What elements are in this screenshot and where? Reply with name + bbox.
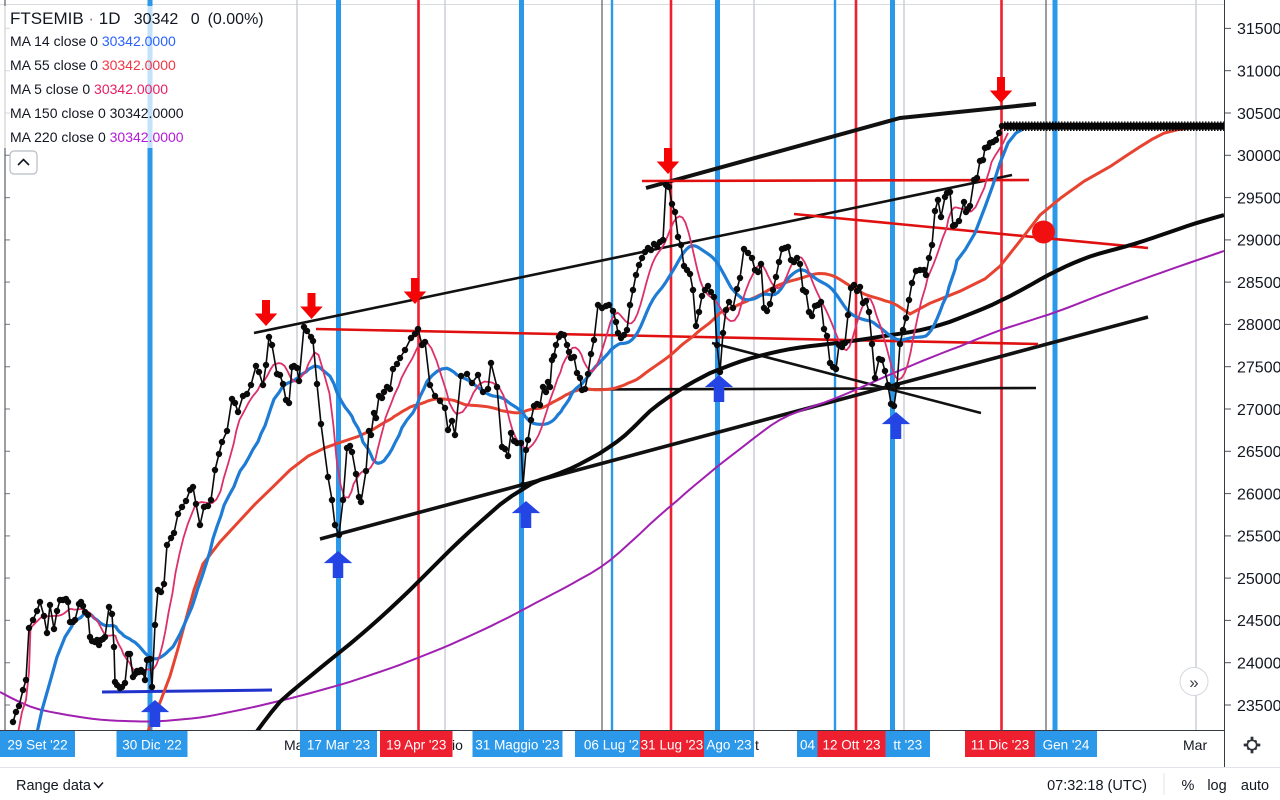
svg-text:28500: 28500 [1237,275,1280,292]
svg-text:Range data: Range data [16,778,92,794]
svg-text:07:32:18 (UTC): 07:32:18 (UTC) [1047,778,1147,794]
svg-text:tt '23: tt '23 [893,738,922,753]
svg-text:log: log [1207,778,1226,794]
svg-text:Mar: Mar [1183,737,1207,753]
svg-text:11 Dic '23: 11 Dic '23 [971,738,1030,753]
svg-text:27000: 27000 [1237,402,1280,419]
svg-text:MA 55 close 0 30342.0000: MA 55 close 0 30342.0000 [10,57,176,73]
svg-text:31000: 31000 [1237,64,1280,81]
svg-text:Ago '23: Ago '23 [706,738,751,753]
svg-text:29000: 29000 [1237,233,1280,250]
svg-text:23500: 23500 [1237,698,1280,715]
svg-text:MA 220 close 0 30342.0000: MA 220 close 0 30342.0000 [10,129,184,145]
svg-text:31500: 31500 [1237,21,1280,38]
svg-text:26000: 26000 [1237,486,1280,503]
svg-text:Ma: Ma [284,737,304,753]
svg-text:25000: 25000 [1237,571,1280,588]
svg-text:auto: auto [1241,778,1269,794]
svg-text:30000: 30000 [1237,148,1280,165]
svg-text:25500: 25500 [1237,529,1280,546]
svg-text:31 Lug '23: 31 Lug '23 [641,738,704,753]
svg-text:30 Dic '22: 30 Dic '22 [122,738,182,753]
svg-text:29500: 29500 [1237,190,1280,207]
svg-text:24500: 24500 [1237,613,1280,630]
svg-text:17 Mar '23: 17 Mar '23 [307,738,370,753]
svg-text:»: » [1189,673,1198,692]
svg-text:19 Apr '23: 19 Apr '23 [386,738,446,753]
svg-text:06 Lug '2: 06 Lug '2 [584,738,639,753]
svg-text:30500: 30500 [1237,106,1280,123]
svg-text:%: % [1182,778,1195,794]
svg-text:FTSEMIB · 1D 30342 0 (0.00%): FTSEMIB · 1D 30342 0 (0.00%) [10,9,264,28]
svg-text:29 Set '22: 29 Set '22 [7,738,67,753]
svg-text:t: t [755,737,759,753]
svg-text:31 Maggio '23: 31 Maggio '23 [475,738,559,753]
svg-text:04: 04 [800,738,816,753]
svg-text:27500: 27500 [1237,360,1280,377]
svg-text:MA 14 close 0 30342.0000: MA 14 close 0 30342.0000 [10,33,176,49]
svg-text:io: io [452,737,463,753]
svg-text:26500: 26500 [1237,444,1280,461]
svg-text:MA 5 close 0 30342.0000: MA 5 close 0 30342.0000 [10,81,168,97]
svg-text:MA 150 close 0 30342.0000: MA 150 close 0 30342.0000 [10,105,184,121]
svg-text:28000: 28000 [1237,317,1280,334]
svg-text:12 Ott '23: 12 Ott '23 [822,738,880,753]
svg-text:Gen '24: Gen '24 [1043,738,1090,753]
svg-text:24000: 24000 [1237,656,1280,673]
